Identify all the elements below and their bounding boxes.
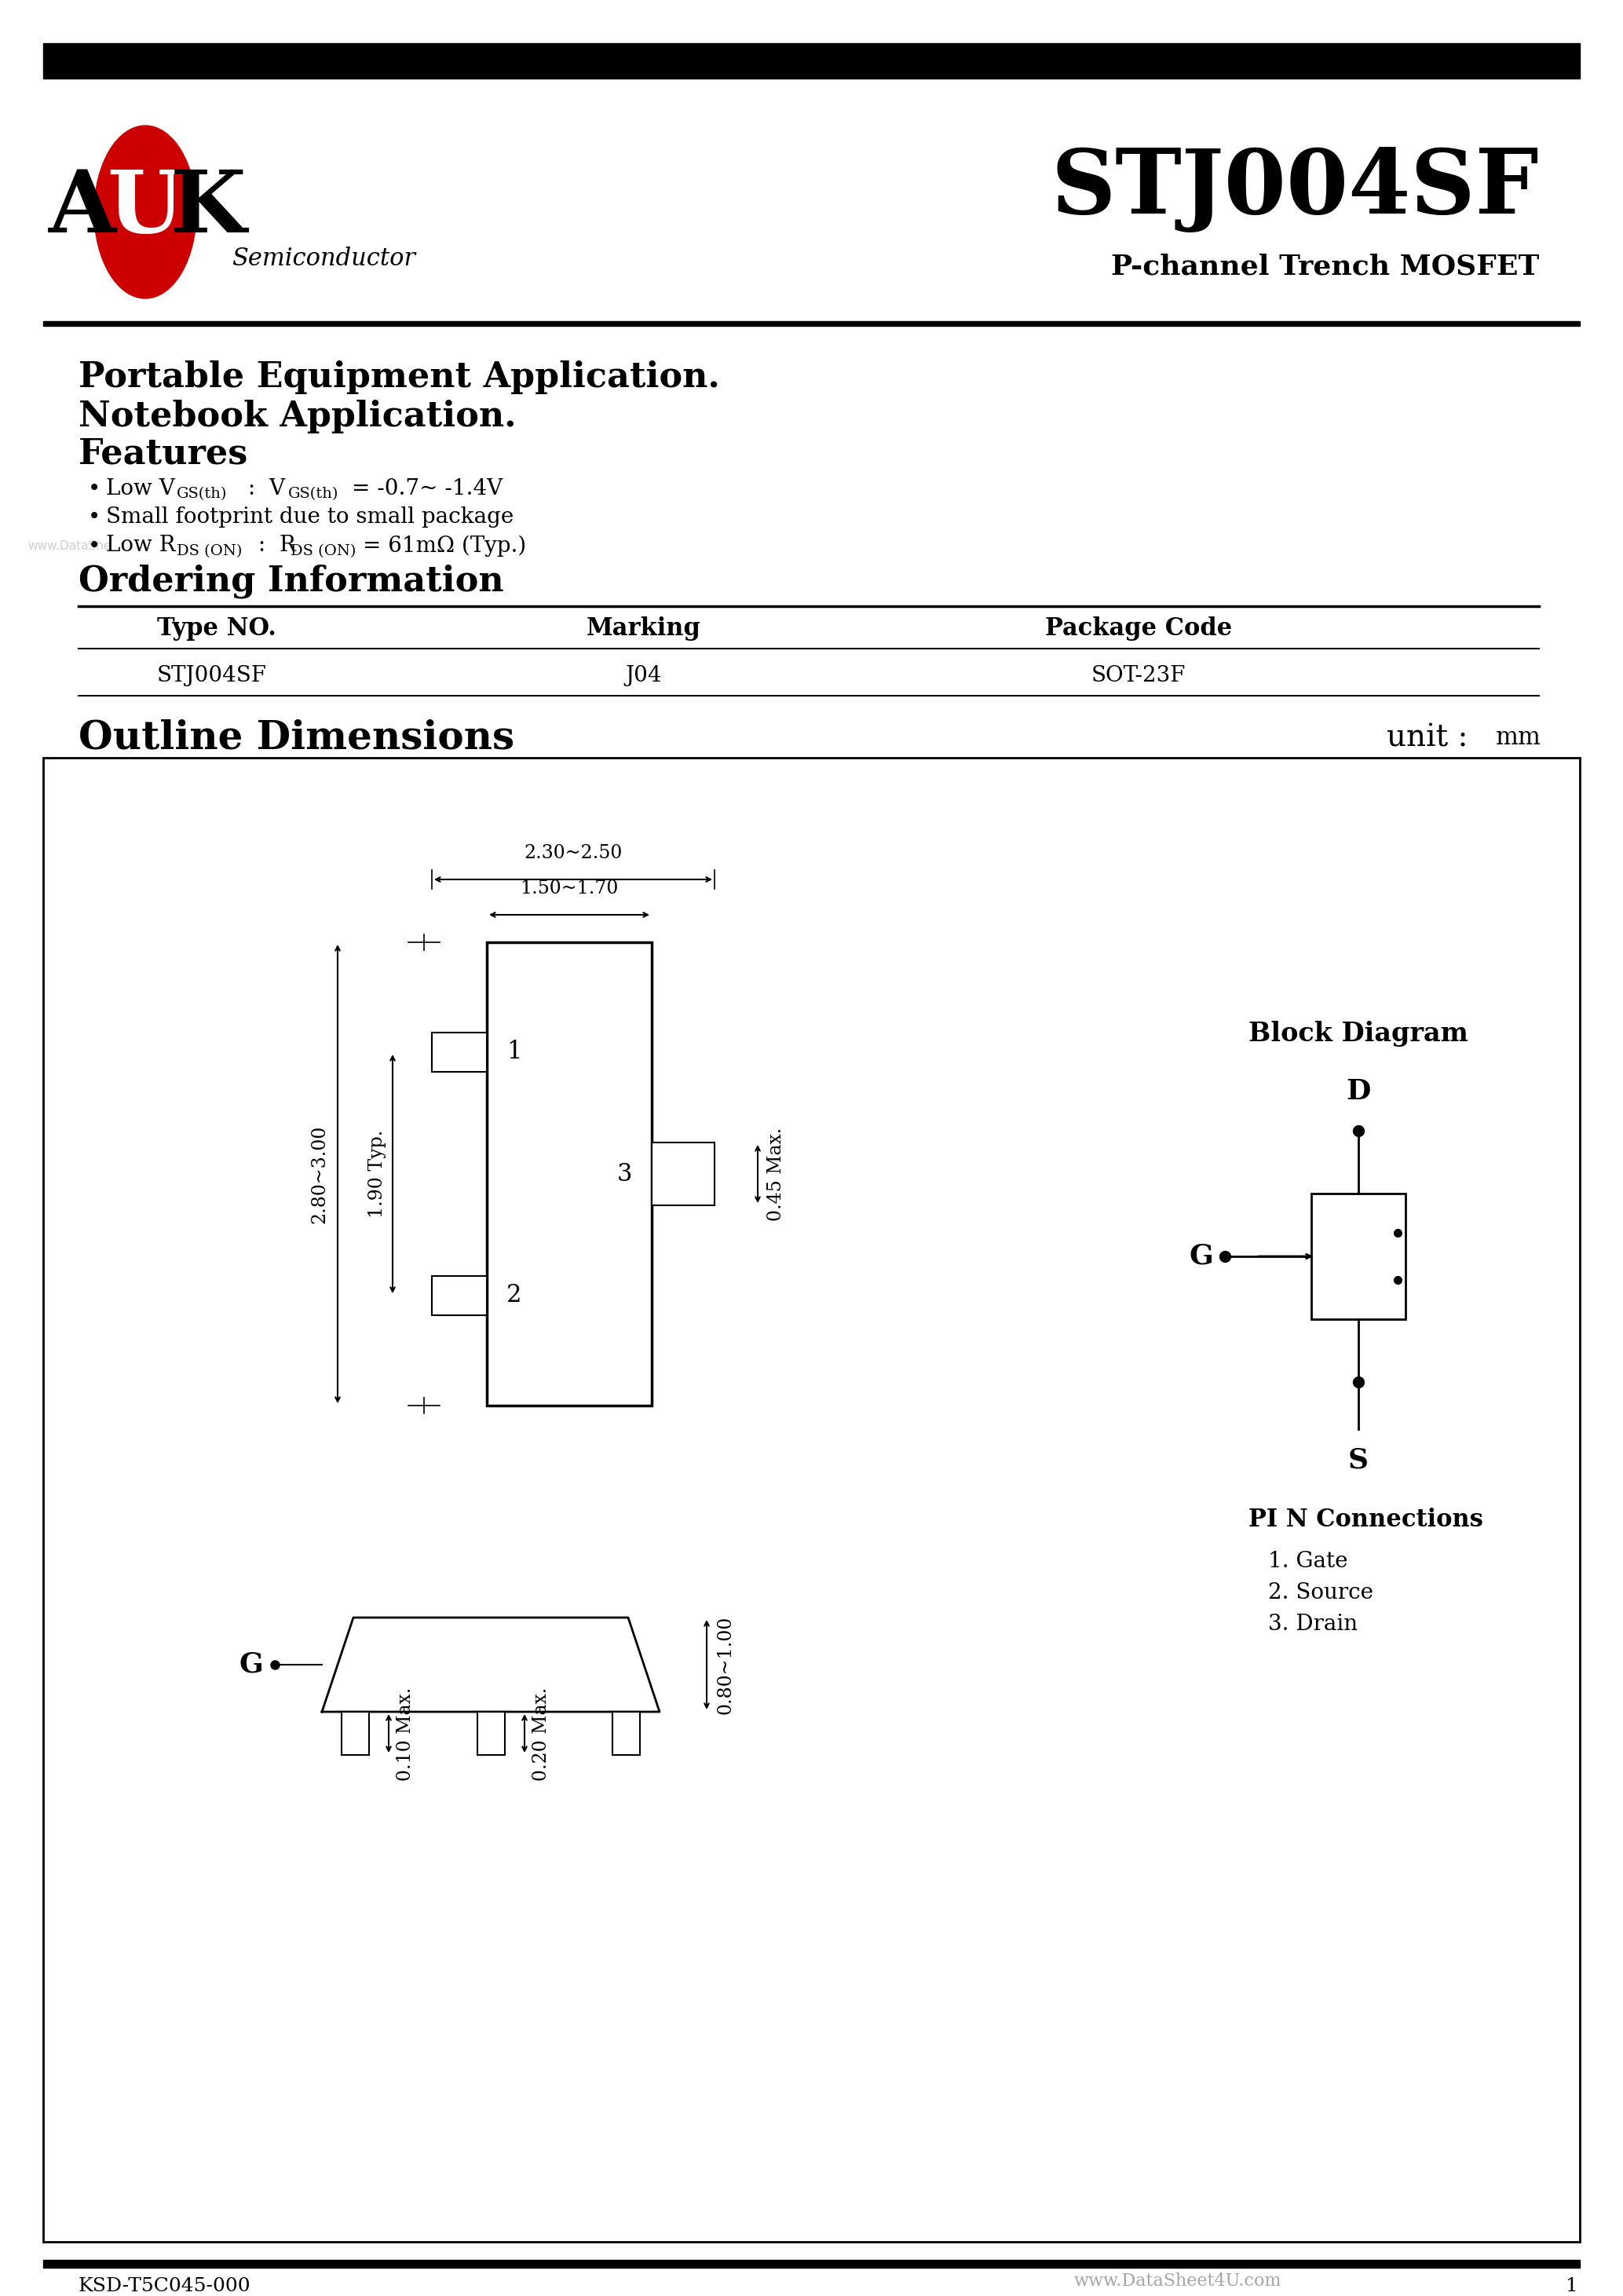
Text: Low R: Low R bbox=[105, 535, 175, 556]
Text: Portable Equipment Application.: Portable Equipment Application. bbox=[78, 360, 721, 395]
Text: G: G bbox=[1190, 1242, 1214, 1270]
Text: :  V: : V bbox=[242, 478, 286, 498]
Bar bbox=[44, 2259, 1579, 2268]
Text: 1.50~1.70: 1.50~1.70 bbox=[519, 879, 618, 898]
Text: Features: Features bbox=[78, 436, 248, 471]
Bar bbox=[612, 1713, 639, 1754]
Text: 3: 3 bbox=[617, 1162, 631, 1187]
Ellipse shape bbox=[94, 126, 196, 298]
Text: P-channel Trench MOSFET: P-channel Trench MOSFET bbox=[1110, 253, 1539, 280]
Text: D: D bbox=[1345, 1079, 1371, 1104]
Text: J04: J04 bbox=[625, 666, 662, 687]
Text: 2. Source: 2. Source bbox=[1268, 1582, 1373, 1603]
Text: PI N Connections: PI N Connections bbox=[1248, 1508, 1483, 1531]
Text: 2.80~3.00: 2.80~3.00 bbox=[310, 1125, 328, 1224]
Text: 1: 1 bbox=[506, 1040, 523, 1065]
Text: 1: 1 bbox=[1566, 2278, 1578, 2296]
Text: Marking: Marking bbox=[586, 615, 701, 641]
Text: 0.10 Max.: 0.10 Max. bbox=[396, 1688, 414, 1782]
Bar bbox=[44, 44, 1579, 78]
Text: Package Code: Package Code bbox=[1045, 615, 1232, 641]
Text: www.DataSheet4U.com: www.DataSheet4U.com bbox=[1074, 2273, 1282, 2289]
Text: 2.30~2.50: 2.30~2.50 bbox=[524, 845, 622, 863]
Bar bbox=[44, 321, 1579, 326]
Polygon shape bbox=[321, 1619, 659, 1713]
Text: 1.90 Typ.: 1.90 Typ. bbox=[368, 1130, 386, 1219]
Bar bbox=[432, 1033, 487, 1072]
Text: G: G bbox=[239, 1651, 263, 1678]
Text: GS(th): GS(th) bbox=[289, 487, 339, 501]
Text: = -0.7~ -1.4V: = -0.7~ -1.4V bbox=[352, 478, 503, 498]
Bar bbox=[652, 1143, 714, 1205]
Text: www.DataShe: www.DataShe bbox=[28, 540, 110, 551]
Bar bbox=[44, 758, 1579, 2241]
Text: Notebook Application.: Notebook Application. bbox=[78, 400, 516, 434]
Bar bbox=[1311, 1194, 1406, 1320]
Text: 2: 2 bbox=[506, 1283, 523, 1309]
Text: •: • bbox=[88, 478, 101, 501]
Text: K: K bbox=[170, 165, 247, 250]
Text: Block Diagram: Block Diagram bbox=[1248, 1022, 1469, 1047]
Text: DS (ON): DS (ON) bbox=[291, 544, 355, 558]
Text: •: • bbox=[88, 505, 101, 528]
Text: STJ004SF: STJ004SF bbox=[1052, 145, 1539, 232]
Text: Type NO.: Type NO. bbox=[157, 615, 276, 641]
Text: SOT-23F: SOT-23F bbox=[1091, 666, 1186, 687]
Text: 1. Gate: 1. Gate bbox=[1268, 1550, 1347, 1573]
Text: A: A bbox=[49, 165, 117, 250]
Text: •: • bbox=[88, 535, 101, 556]
Text: Outline Dimensions: Outline Dimensions bbox=[78, 719, 514, 758]
Text: KSD-T5C045-000: KSD-T5C045-000 bbox=[78, 2278, 252, 2296]
Text: 0.20 Max.: 0.20 Max. bbox=[532, 1688, 550, 1782]
Text: STJ004SF: STJ004SF bbox=[157, 666, 266, 687]
Bar bbox=[341, 1713, 368, 1754]
Bar bbox=[487, 941, 652, 1405]
Text: :  R: : R bbox=[252, 535, 295, 556]
Bar bbox=[477, 1713, 505, 1754]
Text: DS (ON): DS (ON) bbox=[177, 544, 242, 558]
Text: S: S bbox=[1349, 1446, 1368, 1474]
Text: U: U bbox=[107, 165, 183, 250]
Text: Small footprint due to small package: Small footprint due to small package bbox=[105, 505, 514, 528]
Text: 3. Drain: 3. Drain bbox=[1268, 1614, 1358, 1635]
Bar bbox=[432, 1277, 487, 1316]
Text: 0.80~1.00: 0.80~1.00 bbox=[716, 1616, 734, 1713]
Text: 0.45 Max.: 0.45 Max. bbox=[768, 1127, 786, 1221]
Text: = 61mΩ (Typ.): = 61mΩ (Typ.) bbox=[364, 535, 526, 556]
Text: unit :: unit : bbox=[1388, 723, 1469, 753]
Text: Semiconductor: Semiconductor bbox=[232, 248, 415, 271]
Text: Ordering Information: Ordering Information bbox=[78, 565, 503, 599]
Text: GS(th): GS(th) bbox=[177, 487, 227, 501]
Text: mm: mm bbox=[1496, 726, 1542, 751]
Text: Low V: Low V bbox=[105, 478, 175, 498]
